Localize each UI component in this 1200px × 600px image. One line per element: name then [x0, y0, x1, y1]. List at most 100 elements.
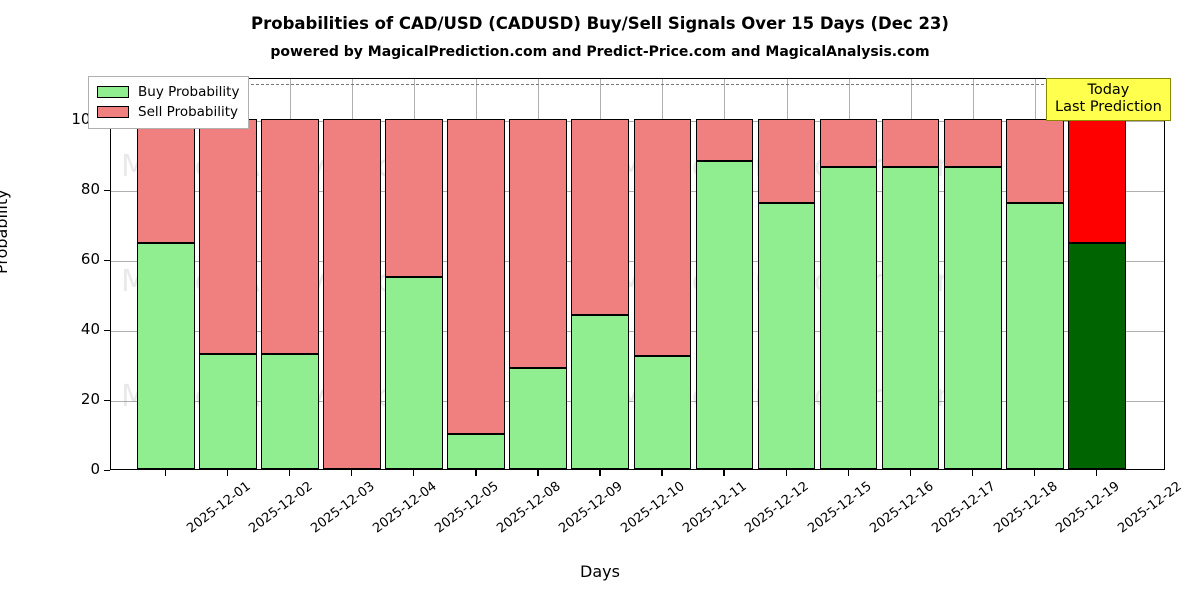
x-tick-label: 2025-12-17 — [928, 479, 999, 537]
bar-group[interactable] — [137, 79, 195, 469]
x-tick-mark — [599, 470, 601, 476]
bar-segment-buy[interactable] — [633, 355, 692, 469]
bar-segment-sell[interactable] — [1067, 119, 1126, 244]
bar-segment-buy[interactable] — [509, 367, 568, 469]
x-tick-mark — [226, 470, 229, 476]
legend-swatch-buy — [97, 86, 129, 98]
x-tick-mark — [537, 470, 539, 476]
bar-segment-buy[interactable] — [447, 434, 506, 469]
y-tick-mark — [104, 470, 110, 472]
bar-segment-sell[interactable] — [571, 119, 630, 315]
x-tick-mark — [289, 470, 291, 476]
bar-group[interactable] — [943, 79, 1002, 469]
x-tick-mark — [164, 470, 167, 476]
x-tick-label: 2025-12-12 — [742, 479, 813, 537]
bar-group[interactable] — [1067, 79, 1126, 469]
x-tick-mark — [413, 470, 415, 476]
bar-group[interactable] — [261, 79, 319, 469]
x-tick-label: 2025-12-18 — [990, 479, 1061, 537]
bar-group[interactable] — [323, 79, 381, 469]
bar-segment-sell[interactable] — [881, 119, 940, 167]
today-annotation-line1: Today — [1087, 82, 1130, 98]
x-tick-label: 2025-12-03 — [308, 479, 378, 537]
bar-segment-buy[interactable] — [137, 243, 195, 469]
bar-group[interactable] — [695, 79, 754, 469]
bar-segment-sell[interactable] — [261, 119, 319, 355]
x-tick-mark — [1095, 470, 1098, 476]
y-tick-label: 80 — [80, 180, 100, 198]
chart-title: Probabilities of CAD/USD (CADUSD) Buy/Se… — [251, 14, 949, 33]
bar-segment-sell[interactable] — [695, 119, 754, 161]
x-tick-label: 2025-12-01 — [184, 479, 254, 537]
bar-segment-buy[interactable] — [695, 161, 754, 469]
x-tick-label: 2025-12-22 — [1115, 479, 1185, 537]
x-tick-label: 2025-12-16 — [866, 479, 937, 537]
bar-segment-sell[interactable] — [757, 119, 816, 203]
bar-group[interactable] — [571, 79, 630, 469]
x-tick-mark — [847, 470, 849, 476]
bar-group[interactable] — [881, 79, 940, 469]
plot-area: MagicalAnalysis.comMagicalPrediction.com… — [110, 78, 1165, 470]
x-tick-mark — [351, 470, 353, 476]
bar-segment-sell[interactable] — [323, 119, 381, 469]
bar-segment-sell[interactable] — [199, 119, 257, 355]
bar-segment-buy[interactable] — [261, 354, 319, 469]
x-tick-mark — [785, 470, 787, 476]
x-tick-mark — [971, 470, 973, 476]
bar-group[interactable] — [819, 79, 878, 469]
bar-segment-buy[interactable] — [571, 315, 630, 469]
threshold-dashed-line — [111, 83, 1164, 85]
x-tick-label: 2025-12-11 — [680, 479, 750, 537]
bar-segment-sell[interactable] — [633, 119, 692, 356]
bar-group[interactable] — [199, 79, 257, 469]
legend-swatch-sell — [97, 106, 129, 118]
legend-item-buy[interactable]: Buy Probability — [97, 82, 239, 102]
bar-group[interactable] — [633, 79, 692, 469]
x-tick-label: 2025-12-08 — [494, 479, 564, 537]
y-tick-mark — [104, 190, 110, 192]
x-tick-label: 2025-12-05 — [432, 479, 502, 537]
bar-segment-buy[interactable] — [943, 166, 1002, 469]
bar-segment-buy[interactable] — [385, 276, 443, 469]
bar-segment-buy[interactable] — [1005, 203, 1064, 469]
y-tick-mark — [104, 400, 110, 402]
bar-segment-buy[interactable] — [757, 203, 816, 469]
chart-subtitle: powered by MagicalPrediction.com and Pre… — [270, 44, 930, 60]
x-tick-mark — [1033, 470, 1036, 476]
y-axis-label: Probability — [0, 189, 11, 274]
bar-segment-buy[interactable] — [1067, 243, 1126, 469]
x-axis-label: Days — [580, 562, 620, 581]
bar-segment-sell[interactable] — [137, 119, 195, 244]
bar-segment-sell[interactable] — [509, 119, 568, 368]
x-tick-label: 2025-12-15 — [804, 479, 875, 537]
x-tick-mark — [909, 470, 911, 476]
bar-group[interactable] — [509, 79, 568, 469]
y-tick-label: 60 — [80, 250, 100, 268]
y-tick-mark — [104, 260, 110, 262]
x-tick-label: 2025-12-10 — [618, 479, 688, 537]
y-tick-label: 0 — [90, 460, 100, 478]
bar-segment-buy[interactable] — [881, 166, 940, 469]
bar-group[interactable] — [385, 79, 443, 469]
bar-segment-buy[interactable] — [819, 166, 878, 469]
bar-segment-sell[interactable] — [385, 119, 443, 277]
bar-segment-sell[interactable] — [819, 119, 878, 167]
today-annotation-box: Today Last Prediction — [1046, 78, 1171, 121]
x-tick-label: 2025-12-19 — [1052, 479, 1123, 537]
bar-group[interactable] — [757, 79, 816, 469]
bar-segment-sell[interactable] — [1005, 119, 1064, 203]
x-tick-mark — [661, 470, 663, 476]
bar-segment-sell[interactable] — [943, 119, 1002, 167]
x-tick-label: 2025-12-09 — [556, 479, 626, 537]
x-tick-mark — [723, 470, 725, 476]
bar-group[interactable] — [1005, 79, 1064, 469]
bar-segment-buy[interactable] — [199, 354, 257, 469]
x-tick-mark — [475, 470, 477, 476]
bar-segment-sell[interactable] — [447, 119, 506, 434]
y-tick-label: 40 — [80, 320, 100, 338]
legend-item-sell[interactable]: Sell Probability — [97, 102, 239, 122]
chart-legend: Buy Probability Sell Probability — [88, 76, 250, 129]
x-tick-label: 2025-12-04 — [370, 479, 440, 537]
bar-group[interactable] — [447, 79, 506, 469]
